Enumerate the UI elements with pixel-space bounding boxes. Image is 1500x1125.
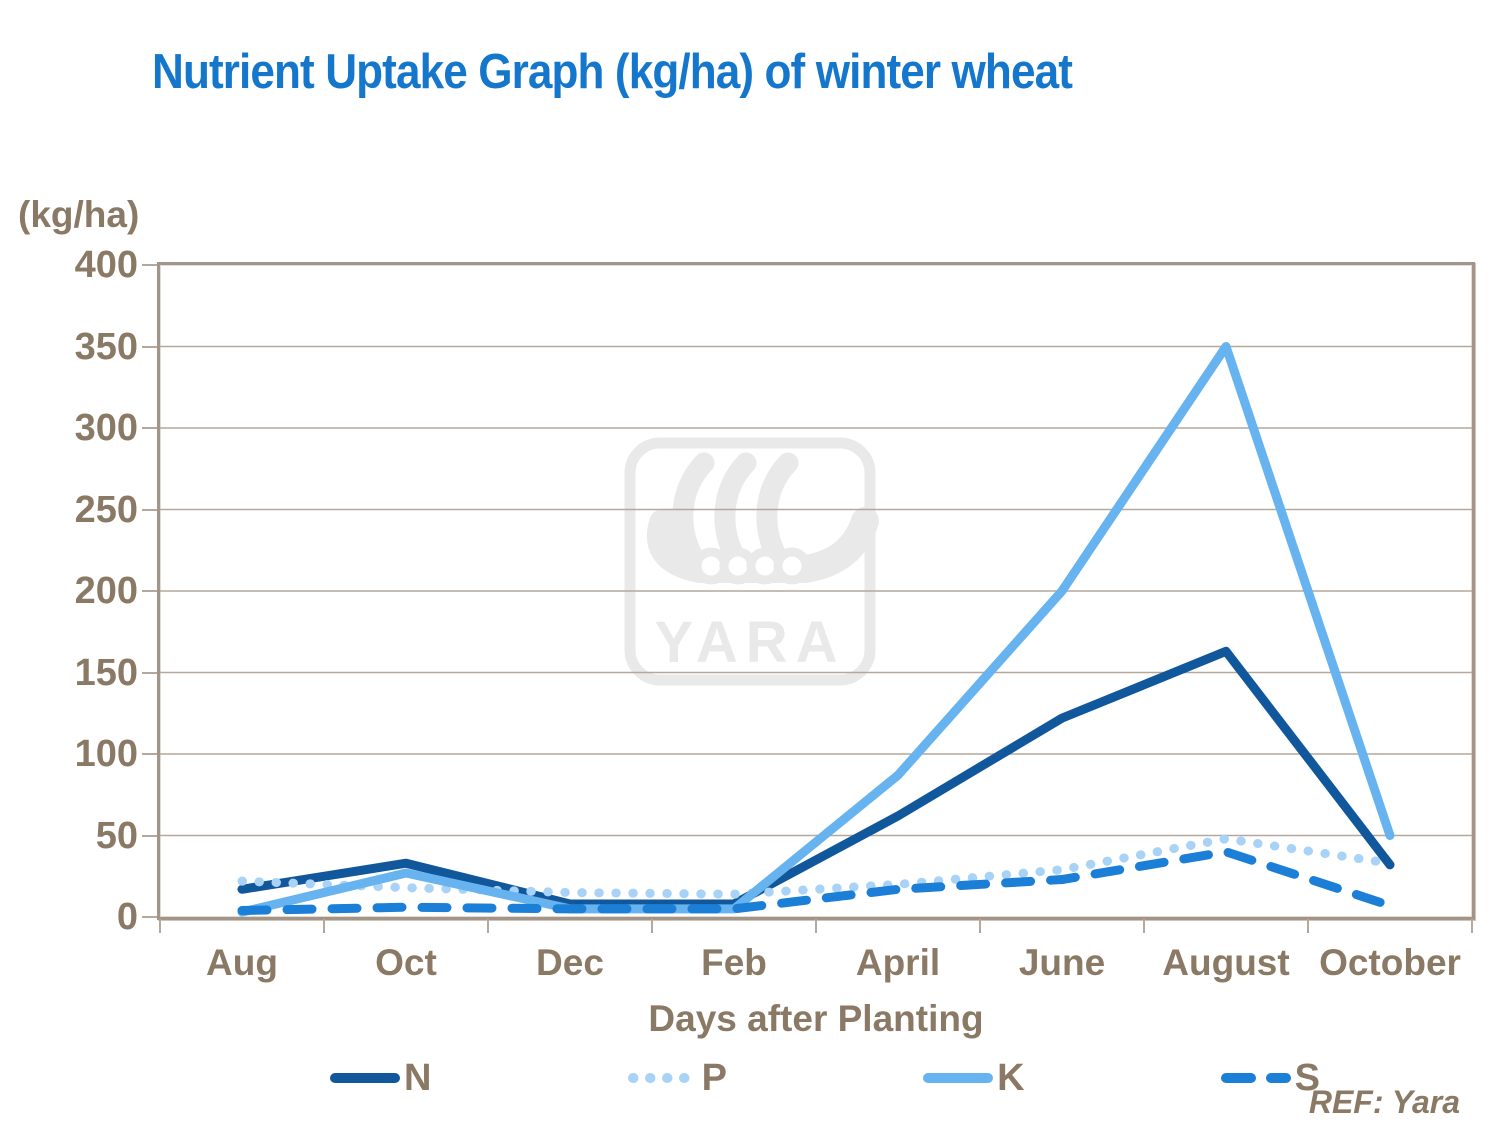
x-tick-mark [159, 919, 161, 933]
y-tick-mark [142, 916, 157, 918]
y-tick-mark [142, 345, 157, 348]
legend-item-p: P [627, 1057, 727, 1099]
x-tick-label: Oct [375, 942, 437, 983]
legend-item-s: S [1220, 1057, 1320, 1099]
legend-swatch-k-icon [923, 1073, 994, 1083]
y-tick-mark [142, 508, 157, 511]
series-line-s [237, 847, 1395, 915]
legend-label: S [1294, 1057, 1320, 1099]
x-tick-label: August [1162, 942, 1290, 983]
series-lines [237, 342, 1395, 917]
x-tick-mark [487, 919, 489, 933]
series-line-n [237, 646, 1395, 909]
ref-note: REF: Yara [1308, 1084, 1460, 1120]
legend-label: K [997, 1057, 1025, 1099]
legend-swatch-n-icon [330, 1073, 400, 1083]
y-tick-mark [142, 834, 157, 837]
legend-swatch-p-icon [627, 1073, 698, 1083]
y-tick-mark [142, 264, 157, 266]
x-tick-mark [1143, 919, 1145, 933]
y-tick-label: 400 [74, 244, 138, 286]
x-tick-label: Feb [701, 942, 767, 983]
legend-swatch-s-icon [1220, 1073, 1291, 1083]
y-axis-unit-label: (kg/ha) [18, 194, 140, 235]
plot-area: YARA [157, 262, 1475, 920]
series-line-k [237, 342, 1395, 917]
legend-label: N [404, 1057, 432, 1099]
x-tick-label: June [1018, 942, 1106, 983]
legend-label: P [701, 1057, 727, 1099]
y-tick-label: 300 [74, 407, 138, 449]
legend-item-k: K [923, 1057, 1025, 1099]
y-tick-mark [142, 753, 157, 755]
x-tick-mark [815, 919, 817, 933]
x-tick-label: April [855, 942, 941, 983]
y-tick-mark [142, 590, 157, 592]
x-axis-title: Days after Planting [648, 998, 984, 1039]
x-tick-label: Dec [536, 942, 604, 983]
y-tick-label: 350 [74, 325, 138, 368]
gridlines [160, 345, 1472, 837]
y-tick-label: 0 [116, 896, 138, 938]
chart-title: Nutrient Uptake Graph (kg/ha) of winter … [152, 45, 1073, 99]
x-tick-label: October [1319, 942, 1461, 983]
watermark-yara-logo: YARA [624, 437, 879, 686]
x-tick-mark [1307, 919, 1309, 933]
y-tick-label: 100 [74, 733, 138, 775]
x-tick-label: Aug [206, 942, 278, 983]
plot-svg: YARA [160, 342, 1472, 917]
x-tick-mark [323, 919, 325, 933]
watermark-text: YARA [654, 610, 845, 675]
y-tick-label: 250 [74, 488, 138, 531]
x-tick-mark [1471, 919, 1473, 933]
y-tick-label: 50 [95, 814, 138, 857]
legend-item-n: N [330, 1058, 431, 1098]
y-tick-label: 150 [74, 651, 138, 694]
y-tick-mark [142, 671, 157, 674]
x-tick-mark [651, 919, 653, 933]
series-line-p [237, 834, 1395, 899]
y-tick-mark [142, 427, 157, 429]
y-tick-label: 200 [74, 570, 138, 612]
x-tick-mark [979, 919, 981, 933]
